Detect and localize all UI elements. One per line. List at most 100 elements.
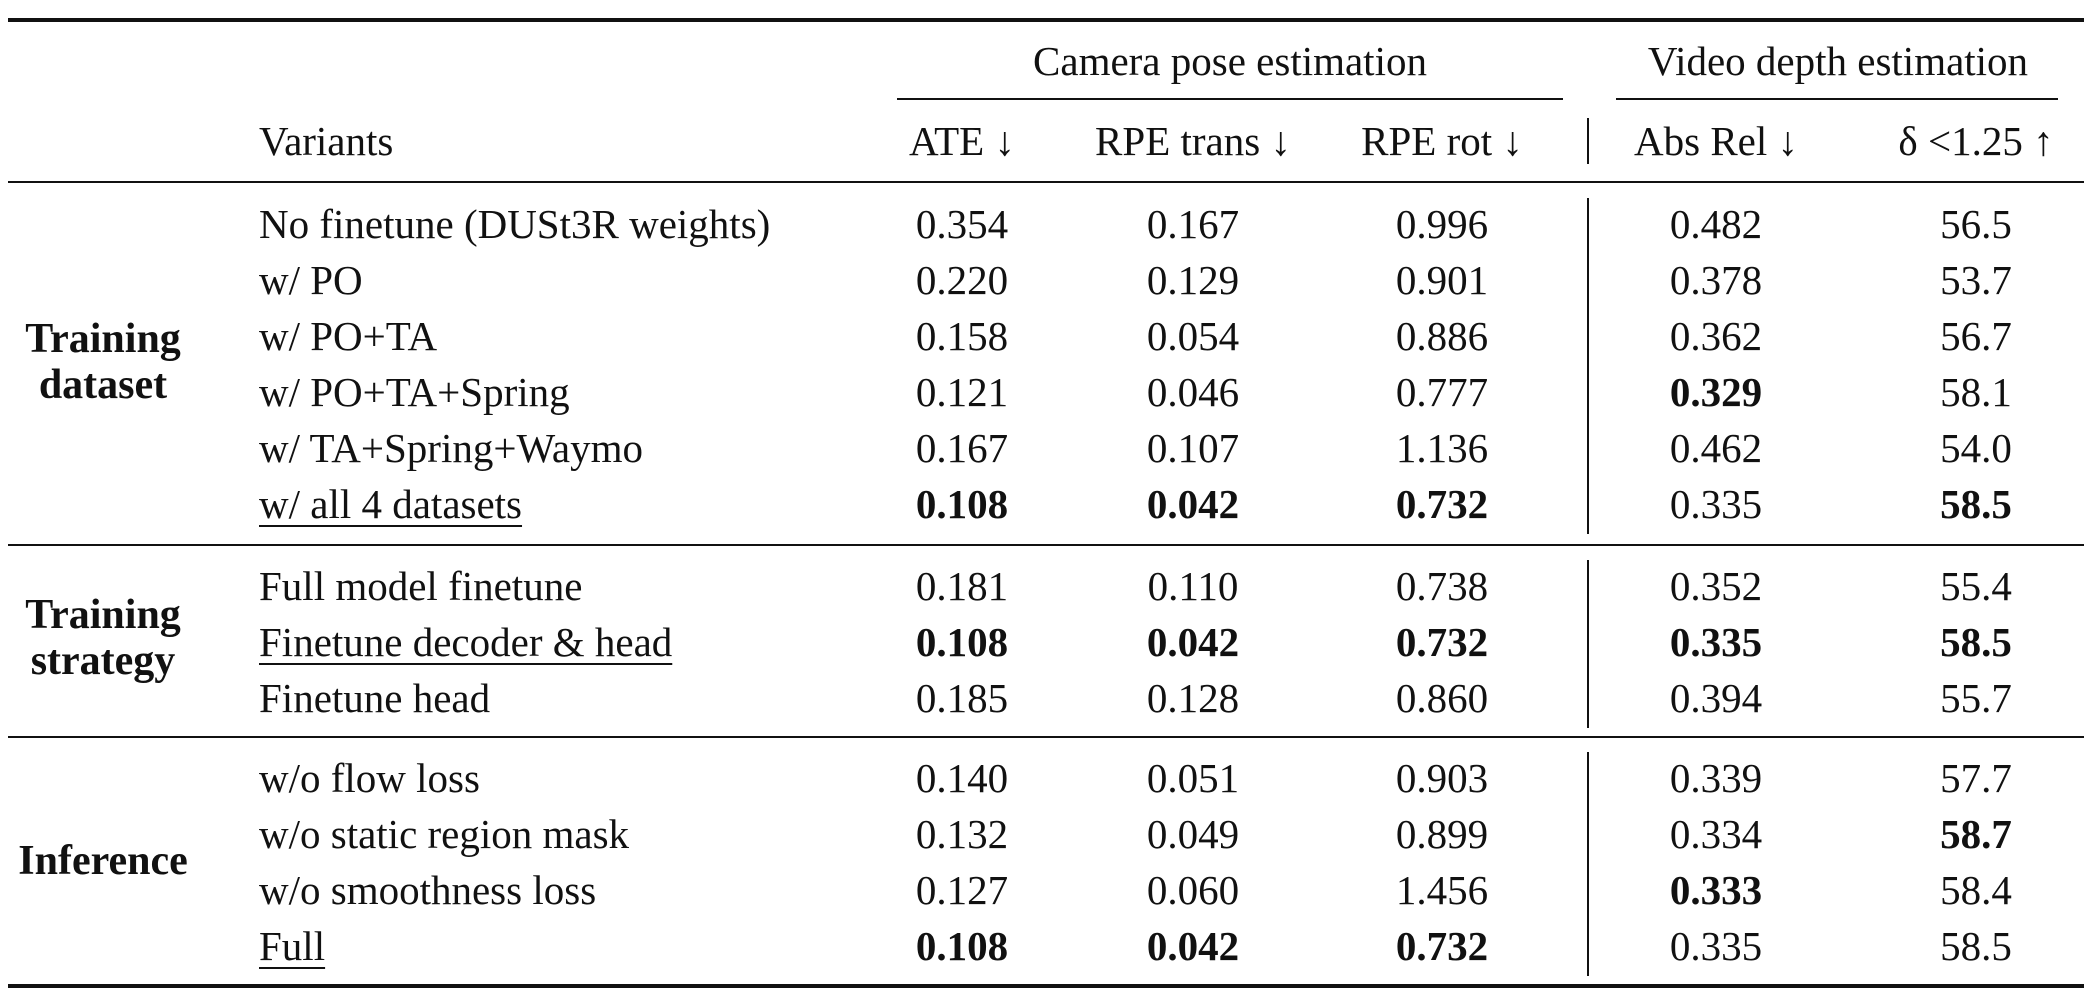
cell-ate: 0.140 — [915, 755, 1009, 801]
cell-rpe-trans: 0.128 — [1146, 675, 1240, 721]
cell-rpe-rot: 0.886 — [1395, 313, 1489, 359]
cell-rpe-trans: 0.054 — [1146, 313, 1240, 359]
cell-delta: 58.5 — [1940, 481, 2012, 527]
cmidrule-depth — [1616, 98, 2058, 100]
cell-rpe-trans: 0.060 — [1146, 867, 1240, 913]
cell-rpe-trans: 0.042 — [1146, 481, 1240, 527]
cell-delta: 55.7 — [1940, 675, 2012, 721]
cell-delta: 55.4 — [1940, 563, 2012, 609]
table-row: Full model finetune 0.181 0.110 0.738 0.352 5… — [0, 563, 2094, 609]
cell-abs-rel: 0.362 — [1669, 313, 1763, 359]
variant-cell: w/ PO+TA+Spring — [259, 369, 570, 415]
section2-separator — [1587, 560, 1589, 728]
table-row: w/ PO+TA 0.158 0.054 0.886 0.362 56.7 — [0, 313, 2094, 359]
cell-abs-rel: 0.333 — [1669, 867, 1763, 913]
cell-delta: 54.0 — [1940, 425, 2012, 471]
cell-abs-rel: 0.482 — [1669, 201, 1763, 247]
cell-delta: 58.7 — [1940, 811, 2012, 857]
section-rule-2 — [8, 736, 2084, 738]
cell-rpe-trans: 0.167 — [1146, 201, 1240, 247]
cell-abs-rel: 0.352 — [1669, 563, 1763, 609]
group-label-line: dataset — [38, 362, 168, 408]
section-rule-1 — [8, 544, 2084, 546]
variant-cell: Finetune decoder & head — [259, 619, 673, 665]
cell-delta: 58.4 — [1940, 867, 2012, 913]
cell-ate: 0.108 — [915, 923, 1009, 969]
cell-rpe-trans: 0.129 — [1146, 257, 1240, 303]
cell-rpe-trans: 0.042 — [1146, 619, 1240, 665]
cmidrule-camera — [897, 98, 1563, 100]
cell-rpe-rot: 0.899 — [1395, 811, 1489, 857]
cell-abs-rel: 0.394 — [1669, 675, 1763, 721]
cell-ate: 0.354 — [915, 201, 1009, 247]
header-col-rpe-rot: RPE rot ↓ — [1361, 118, 1523, 164]
header-col-rpe-trans: RPE trans ↓ — [1095, 118, 1291, 164]
table-row: Full 0.108 0.042 0.732 0.335 58.5 — [0, 923, 2094, 969]
bottom-rule — [8, 984, 2084, 988]
cell-rpe-rot: 0.732 — [1395, 923, 1489, 969]
cell-ate: 0.108 — [915, 619, 1009, 665]
variant-cell: w/ PO — [259, 257, 363, 303]
header-variants: Variants — [259, 118, 394, 164]
cell-ate: 0.220 — [915, 257, 1009, 303]
cell-rpe-rot: 0.738 — [1395, 563, 1489, 609]
variant-cell: w/ all 4 datasets — [259, 481, 523, 527]
group-label-line: strategy — [30, 638, 176, 684]
variant-cell: w/ PO+TA — [259, 313, 438, 359]
cell-rpe-rot: 1.456 — [1395, 867, 1489, 913]
cell-abs-rel: 0.335 — [1669, 619, 1763, 665]
group-label-training-strategy: Training strategy — [8, 592, 198, 684]
variant-cell: w/o static region mask — [259, 811, 630, 857]
table-row: No finetune (DUSt3R weights) 0.354 0.167 0.… — [0, 201, 2094, 247]
cell-delta: 58.1 — [1940, 369, 2012, 415]
table-row: w/ TA+Spring+Waymo 0.167 0.107 1.136 0.462 54… — [0, 425, 2094, 471]
cell-abs-rel: 0.339 — [1669, 755, 1763, 801]
header-rule — [8, 181, 2084, 183]
table-row: w/ PO+TA+Spring 0.121 0.046 0.777 0.329 58.1 — [0, 369, 2094, 415]
variant-cell: Finetune head — [259, 675, 491, 721]
table-row: Finetune decoder & head 0.108 0.042 0.732 0.… — [0, 619, 2094, 665]
cell-rpe-trans: 0.110 — [1147, 563, 1239, 609]
cell-ate: 0.181 — [915, 563, 1009, 609]
table-row: w/o flow loss 0.140 0.051 0.903 0.339 57.7 — [0, 755, 2094, 801]
header-group-depth: Video depth estimation — [1647, 38, 2029, 84]
cell-ate: 0.167 — [915, 425, 1009, 471]
header-col-ate: ATE ↓ — [909, 118, 1015, 164]
cell-ate: 0.127 — [915, 867, 1009, 913]
variant-cell: w/o smoothness loss — [259, 867, 597, 913]
cell-rpe-rot: 0.901 — [1395, 257, 1489, 303]
group-label-training-dataset: Training dataset — [8, 316, 198, 408]
group-label-line: Inference — [18, 838, 188, 884]
cell-ate: 0.132 — [915, 811, 1009, 857]
cell-abs-rel: 0.462 — [1669, 425, 1763, 471]
variant-cell: w/o flow loss — [259, 755, 480, 801]
cell-abs-rel: 0.378 — [1669, 257, 1763, 303]
table-row: w/o smoothness loss 0.127 0.060 1.456 0.333 5… — [0, 867, 2094, 913]
header-col-abs-rel: Abs Rel ↓ — [1634, 118, 1798, 164]
variant-cell: Full model finetune — [259, 563, 583, 609]
cell-rpe-trans: 0.046 — [1146, 369, 1240, 415]
group-label-line: Training — [25, 592, 181, 638]
variant-cell: Full — [259, 923, 326, 969]
cell-ate: 0.158 — [915, 313, 1009, 359]
cell-rpe-rot: 0.777 — [1395, 369, 1489, 415]
cell-rpe-rot: 0.996 — [1395, 201, 1489, 247]
table-row: w/ all 4 datasets 0.108 0.042 0.732 0.335 58.… — [0, 481, 2094, 527]
cell-delta: 53.7 — [1940, 257, 2012, 303]
variant-cell: No finetune (DUSt3R weights) — [259, 201, 771, 247]
cell-ate: 0.108 — [915, 481, 1009, 527]
cell-rpe-rot: 0.732 — [1395, 481, 1489, 527]
table-row: w/ PO 0.220 0.129 0.901 0.378 53.7 — [0, 257, 2094, 303]
cell-delta: 58.5 — [1940, 923, 2012, 969]
cell-rpe-trans: 0.049 — [1146, 811, 1240, 857]
cell-rpe-rot: 0.732 — [1395, 619, 1489, 665]
cell-rpe-trans: 0.051 — [1146, 755, 1240, 801]
cell-ate: 0.185 — [915, 675, 1009, 721]
header-separator — [1587, 118, 1589, 164]
cell-rpe-rot: 0.860 — [1395, 675, 1489, 721]
variant-cell: w/ TA+Spring+Waymo — [259, 425, 643, 471]
cell-delta: 56.5 — [1940, 201, 2012, 247]
header-group-camera: Camera pose estimation — [1033, 38, 1427, 84]
cell-delta: 58.5 — [1940, 619, 2012, 665]
group-label-line: Training — [25, 316, 181, 362]
